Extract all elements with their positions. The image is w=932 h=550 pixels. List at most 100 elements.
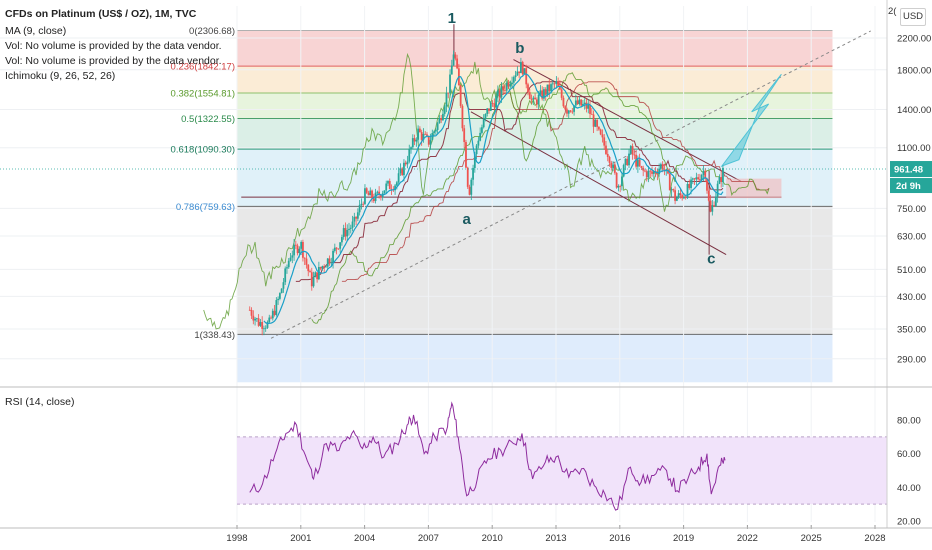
fib-level-label: 0.786(759.63) (176, 202, 235, 213)
candle-body (479, 132, 482, 141)
candle-body (518, 71, 521, 74)
candle-body (346, 229, 349, 237)
candle-body (555, 81, 558, 84)
candle-body (633, 154, 636, 156)
candle-body (307, 264, 310, 272)
rsi-title[interactable]: RSI (14, close) (5, 396, 75, 408)
candle-body (328, 258, 331, 264)
fib-level-label: 0.618(1090.30) (171, 145, 235, 156)
candle-body (250, 309, 253, 316)
candle-body (626, 158, 629, 166)
candle-body (417, 128, 420, 140)
dashed-trendline (270, 30, 871, 339)
candle-body (709, 200, 712, 212)
candle-body (512, 77, 515, 83)
candle-body (587, 105, 590, 109)
fibonacci-labels: 0(2306.68) 0.236(1842.17) 0.382(1554.81) 0.… (171, 26, 235, 341)
candle-body (621, 176, 623, 187)
candle-body (440, 117, 443, 121)
candle-body (718, 177, 721, 184)
candle-body (349, 227, 352, 229)
candle-body (667, 169, 669, 174)
candle-body (523, 68, 526, 75)
candle-body (535, 99, 538, 105)
candle-body (574, 100, 577, 106)
study-volume[interactable]: Vol: No volume is provided by the data v… (5, 40, 222, 52)
currency-button[interactable]: USD (900, 8, 926, 26)
candle-body (569, 110, 572, 112)
candle-body (388, 180, 391, 189)
candle-body (427, 135, 430, 145)
rsi-tick-label: 20.00 (897, 517, 921, 528)
chart-title: CFDs on Platinum (US$ / OZ), 1M, TVC (5, 8, 197, 20)
candle-body (543, 89, 545, 99)
candle-body (481, 127, 483, 133)
candle-body (470, 179, 473, 195)
candle-body (404, 162, 407, 165)
wave-labels: 1 b a c (448, 10, 716, 267)
candle-body (528, 92, 531, 99)
candle-body (668, 173, 671, 191)
candle-body (617, 185, 620, 188)
candle-body (365, 188, 368, 193)
candle-body (484, 113, 487, 119)
candle-body (296, 245, 299, 254)
candle-body (541, 90, 544, 99)
rsi-tick-label: 80.00 (897, 416, 921, 427)
study-volume-2[interactable]: Vol: No volume is provided by the data v… (5, 55, 222, 67)
fib-level-label: 0.382(1554.81) (171, 88, 235, 99)
price-tick-label: 1100.00 (897, 143, 931, 154)
candle-body (452, 54, 455, 66)
candle-body (459, 85, 462, 106)
candle-body (252, 315, 255, 321)
candle-body (493, 103, 496, 108)
study-ma[interactable]: MA (9, close) (5, 25, 67, 37)
candle-body (395, 182, 398, 186)
upper-channel-line (513, 59, 742, 182)
time-tick-label: 2010 (482, 533, 503, 544)
rsi-line (249, 401, 726, 511)
ichimoku-span-b (341, 81, 770, 282)
candle-body (711, 205, 714, 212)
candle-body (312, 277, 315, 287)
candle-body (429, 139, 432, 145)
candle-body (436, 123, 439, 130)
time-tick-label: 2001 (290, 533, 311, 544)
candle-body (622, 164, 625, 177)
candle-body (454, 54, 457, 59)
candle-body (665, 169, 668, 171)
rsi-pane[interactable] (237, 401, 887, 511)
candle-body (502, 86, 505, 90)
wave-label-b: b (515, 40, 524, 57)
candle-body (511, 82, 513, 85)
time-tick-label: 2013 (545, 533, 566, 544)
candle-body (339, 242, 342, 249)
price-badges: 961.48 2d 9h (0, 161, 932, 194)
candle-body (697, 177, 700, 180)
currency-label: USD (902, 11, 924, 22)
candle-body (275, 300, 278, 315)
candle-body (271, 310, 274, 319)
candle-body (509, 84, 512, 87)
candle-body (534, 97, 536, 100)
candle-body (573, 105, 575, 112)
candle-body (636, 159, 639, 167)
last-price-badge (890, 161, 932, 178)
study-ichimoku[interactable]: Ichimoku (9, 26, 52, 26) (5, 70, 116, 82)
candle-body (268, 317, 271, 323)
candle-body (670, 189, 673, 191)
candle-body (259, 322, 262, 326)
ichimoku-base-line (295, 81, 724, 282)
candle-body (465, 142, 467, 168)
candle-body (442, 113, 444, 121)
candle-body (434, 129, 437, 132)
candle-body (341, 237, 343, 243)
candle-body (576, 100, 579, 105)
candle-body (314, 272, 317, 278)
candle-body (445, 92, 448, 107)
candle-body (309, 271, 311, 273)
wave-label-1: 1 (448, 10, 456, 27)
candle-body (514, 75, 517, 78)
candle-body (369, 190, 372, 196)
